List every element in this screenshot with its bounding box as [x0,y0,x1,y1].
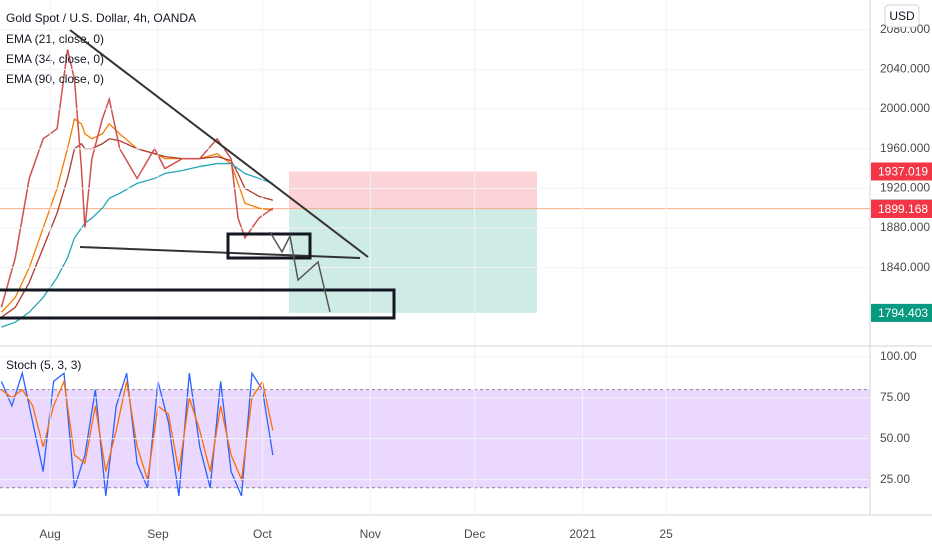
price-badge-label: 1937.019 [878,165,928,179]
currency: USD [889,9,915,23]
price-badge [871,200,932,219]
y-tick-label: 100.00 [880,349,917,363]
x-tick-label: 2021 [569,527,596,541]
x-tick-label: Aug [39,527,60,541]
y-tick-label: 1880.000 [880,220,930,234]
x-tick-label: 25 [659,527,673,541]
y-tick-label: 75.00 [880,390,910,404]
y-tick-label: 25.00 [880,472,910,486]
stoch-title: Stoch (5, 3, 3) [6,358,81,372]
chart-title: Gold Spot / U.S. Dollar, 4h, OANDA [6,11,196,25]
stop-zone [289,171,537,209]
x-tick-label: Oct [253,527,272,541]
legend-entry: EMA (21, close, 0) [6,32,104,46]
currency-box [884,4,920,28]
x-tick-label: Nov [360,527,381,541]
drawings [0,29,396,320]
target-zone [289,208,537,313]
price-pane: EMA (21, close, 0) EMA (34, close, 0) EMA … [0,32,870,328]
price-badge-label: 1899.168 [878,202,928,216]
legend-entry: EMA (90, close, 0) [6,72,104,86]
y-tick-label: 1840.000 [880,260,930,274]
y-tick-label: 1920.000 [880,181,930,195]
y-tick-label: 50.00 [880,431,910,445]
price-line [0,49,274,308]
legend-entry: EMA (34, close, 0) [6,52,104,66]
price-badge [871,162,932,181]
x-tick-label: Sep [147,527,169,541]
stoch-pane [0,370,870,497]
box [0,288,396,320]
arrow-path [269,231,331,313]
price-badge [871,303,932,322]
box [226,232,312,260]
y-tick-label: 2000.000 [880,101,930,115]
trend-line [79,246,361,259]
x-tick-label: Dec [464,527,485,541]
price-badge-label: 1794.403 [878,306,928,320]
y-tick-label: 2040.000 [880,62,930,76]
y-tick-label: 1960.000 [880,141,930,155]
trend-line [69,29,369,258]
